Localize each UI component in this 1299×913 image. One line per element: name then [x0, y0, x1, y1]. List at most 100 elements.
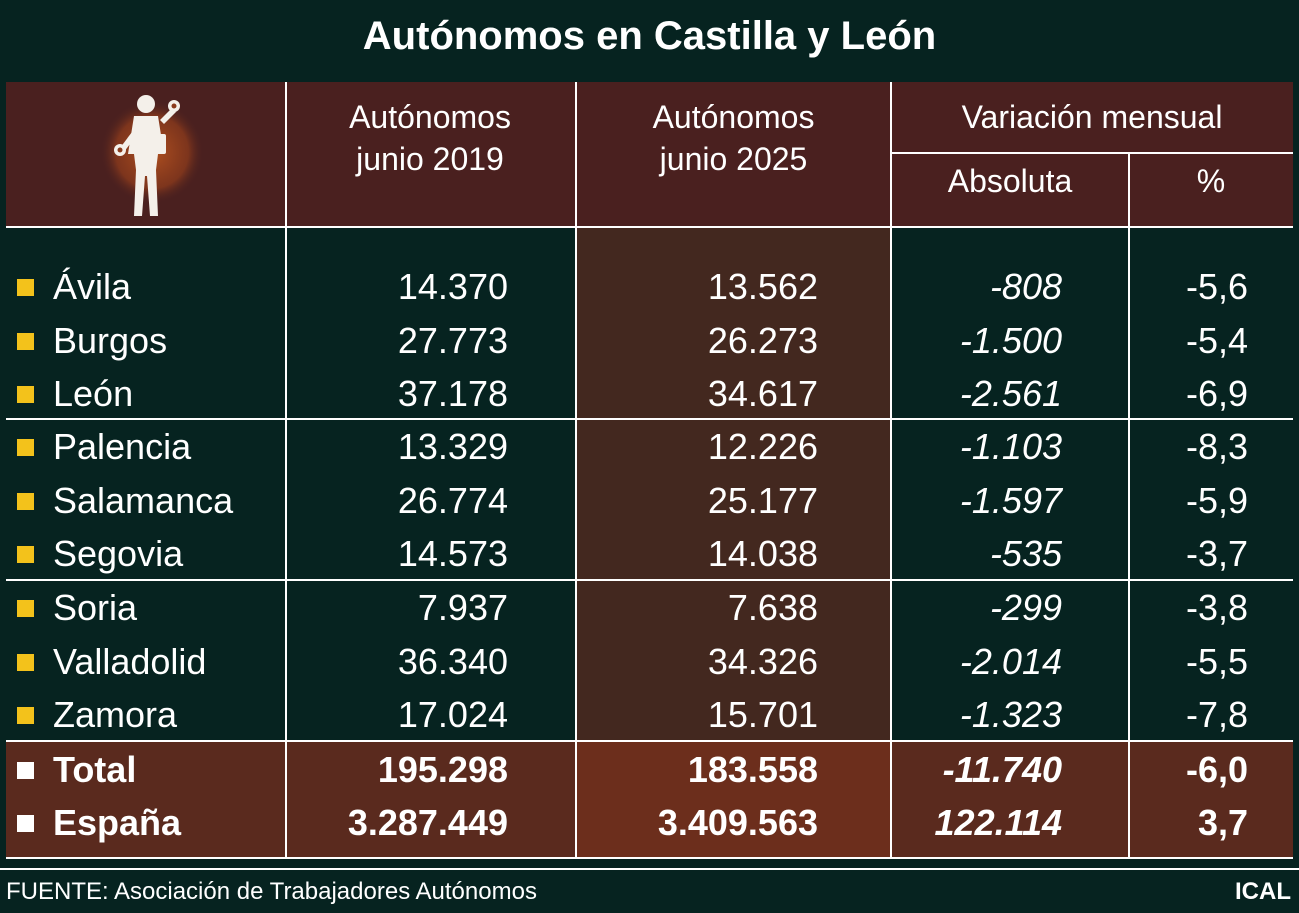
value-2025: 34.617: [707, 373, 818, 414]
grid-line: [6, 740, 1293, 742]
variation-percent: -6,0: [1185, 749, 1248, 790]
value-2019: 17.024: [397, 694, 508, 735]
table-header: [6, 82, 1293, 226]
table-row: Ávila 14.370 13.562 -808 -5,6: [0, 260, 1299, 314]
value-2025: 183.558: [687, 749, 818, 790]
value-2019: 36.340: [397, 641, 508, 682]
variation-percent: -5,6: [1185, 266, 1248, 307]
variation-absolute: -808: [989, 266, 1062, 307]
value-2019: 3.287.449: [347, 802, 508, 843]
variation-percent: -5,5: [1185, 641, 1248, 682]
province-name: Palencia: [53, 426, 192, 467]
row-bullet: [17, 815, 34, 832]
grid-line: [285, 82, 287, 858]
table-row: Burgos 27.773 26.273 -1.500 -5,4: [0, 314, 1299, 368]
value-2019: 13.329: [397, 426, 508, 467]
variation-percent: -6,9: [1185, 373, 1248, 414]
header-col2-line2: junio 2025: [659, 141, 808, 177]
table-row: Soria 7.937 7.638 -299 -3,8: [0, 581, 1299, 635]
variation-percent: -8,3: [1185, 426, 1248, 467]
value-2025: 12.226: [707, 426, 818, 467]
variation-absolute: -2.561: [959, 373, 1062, 414]
province-name: León: [53, 373, 134, 414]
variation-percent: -3,8: [1185, 587, 1248, 628]
highlight-column: [576, 226, 891, 740]
province-name: España: [53, 802, 182, 843]
value-2025: 15.701: [707, 694, 818, 735]
row-bullet: [17, 386, 34, 403]
totals-band-highlight: [576, 740, 891, 858]
total-row: España 3.287.449 3.409.563 122.114 3,7: [0, 796, 1299, 850]
province-name: Segovia: [53, 533, 184, 574]
row-bullet: [17, 333, 34, 350]
source-note: FUENTE: Asociación de Trabajadores Autón…: [6, 878, 537, 905]
variation-absolute: -11.740: [942, 749, 1062, 790]
row-bullet: [17, 707, 34, 724]
province-name: Valladolid: [53, 641, 207, 682]
table-row: Valladolid 36.340 34.326 -2.014 -5,5: [0, 635, 1299, 689]
value-2025: 25.177: [707, 480, 818, 521]
grid-line: [6, 418, 1293, 420]
header-col1-line1: Autónomos: [349, 99, 511, 135]
variation-absolute: -1.597: [959, 480, 1062, 521]
grid-line: [575, 82, 577, 858]
row-bullet: [17, 762, 34, 779]
total-row: Total 195.298 183.558 -11.740 -6,0: [0, 743, 1299, 797]
value-2025: 13.562: [707, 266, 818, 307]
table-row: Segovia 14.573 14.038 -535 -3,7: [0, 527, 1299, 581]
province-name: Salamanca: [53, 480, 234, 521]
grid-line: [891, 152, 1293, 154]
variation-percent: -5,4: [1185, 320, 1248, 361]
header-absolute: Absoluta: [947, 163, 1073, 199]
variation-absolute: 122.114: [934, 802, 1062, 843]
chart-title: Autónomos en Castilla y León: [362, 13, 937, 58]
variation-absolute: -1.323: [959, 694, 1062, 735]
table-row: Palencia 13.329 12.226 -1.103 -8,3: [0, 420, 1299, 474]
grid-line: [6, 226, 1293, 228]
value-2019: 37.178: [397, 373, 508, 414]
header-percent: %: [1196, 163, 1226, 199]
footer-divider: [0, 868, 1299, 870]
header-col1-line2: junio 2019: [356, 141, 504, 177]
variation-percent: -5,9: [1185, 480, 1248, 521]
value-2025: 14.038: [707, 533, 818, 574]
variation-percent: 3,7: [1197, 802, 1248, 843]
table-row: Zamora 17.024 15.701 -1.323 -7,8: [0, 688, 1299, 742]
row-bullet: [17, 279, 34, 296]
province-name: Zamora: [53, 694, 178, 735]
value-2025: 7.638: [727, 587, 818, 628]
variation-absolute: -2.014: [959, 641, 1062, 682]
value-2019: 14.573: [397, 533, 508, 574]
value-2019: 7.937: [417, 587, 508, 628]
variation-absolute: -299: [989, 587, 1062, 628]
table-row: Salamanca 26.774 25.177 -1.597 -5,9: [0, 474, 1299, 528]
row-bullet: [17, 600, 34, 617]
value-2019: 14.370: [397, 266, 508, 307]
header-col2-line1: Autónomos: [652, 99, 815, 135]
row-bullet: [17, 546, 34, 563]
province-name: Soria: [53, 587, 138, 628]
value-2019: 195.298: [377, 749, 508, 790]
row-bullet: [17, 654, 34, 671]
value-2025: 3.409.563: [657, 802, 818, 843]
province-name: Total: [53, 749, 137, 790]
row-bullet: [17, 439, 34, 456]
variation-percent: -7,8: [1185, 694, 1248, 735]
table-row: León 37.178 34.617 -2.561 -6,9: [0, 367, 1299, 421]
variation-percent: -3,7: [1185, 533, 1248, 574]
grid-line: [1128, 152, 1130, 858]
province-name: Ávila: [53, 266, 132, 307]
value-2025: 26.273: [707, 320, 818, 361]
credit: ICAL: [1235, 878, 1291, 905]
worker-with-tools-icon: [96, 92, 208, 222]
variation-absolute: -1.500: [959, 320, 1062, 361]
grid-line: [6, 857, 1293, 859]
grid-line: [890, 82, 892, 858]
value-2025: 34.326: [707, 641, 818, 682]
value-2019: 26.774: [397, 480, 508, 521]
header-col2: Autónomos junio 2025: [576, 96, 891, 180]
variation-absolute: -1.103: [959, 426, 1062, 467]
value-2019: 27.773: [397, 320, 508, 361]
variation-absolute: -535: [989, 533, 1062, 574]
header-variation: Variación mensual: [961, 99, 1223, 135]
